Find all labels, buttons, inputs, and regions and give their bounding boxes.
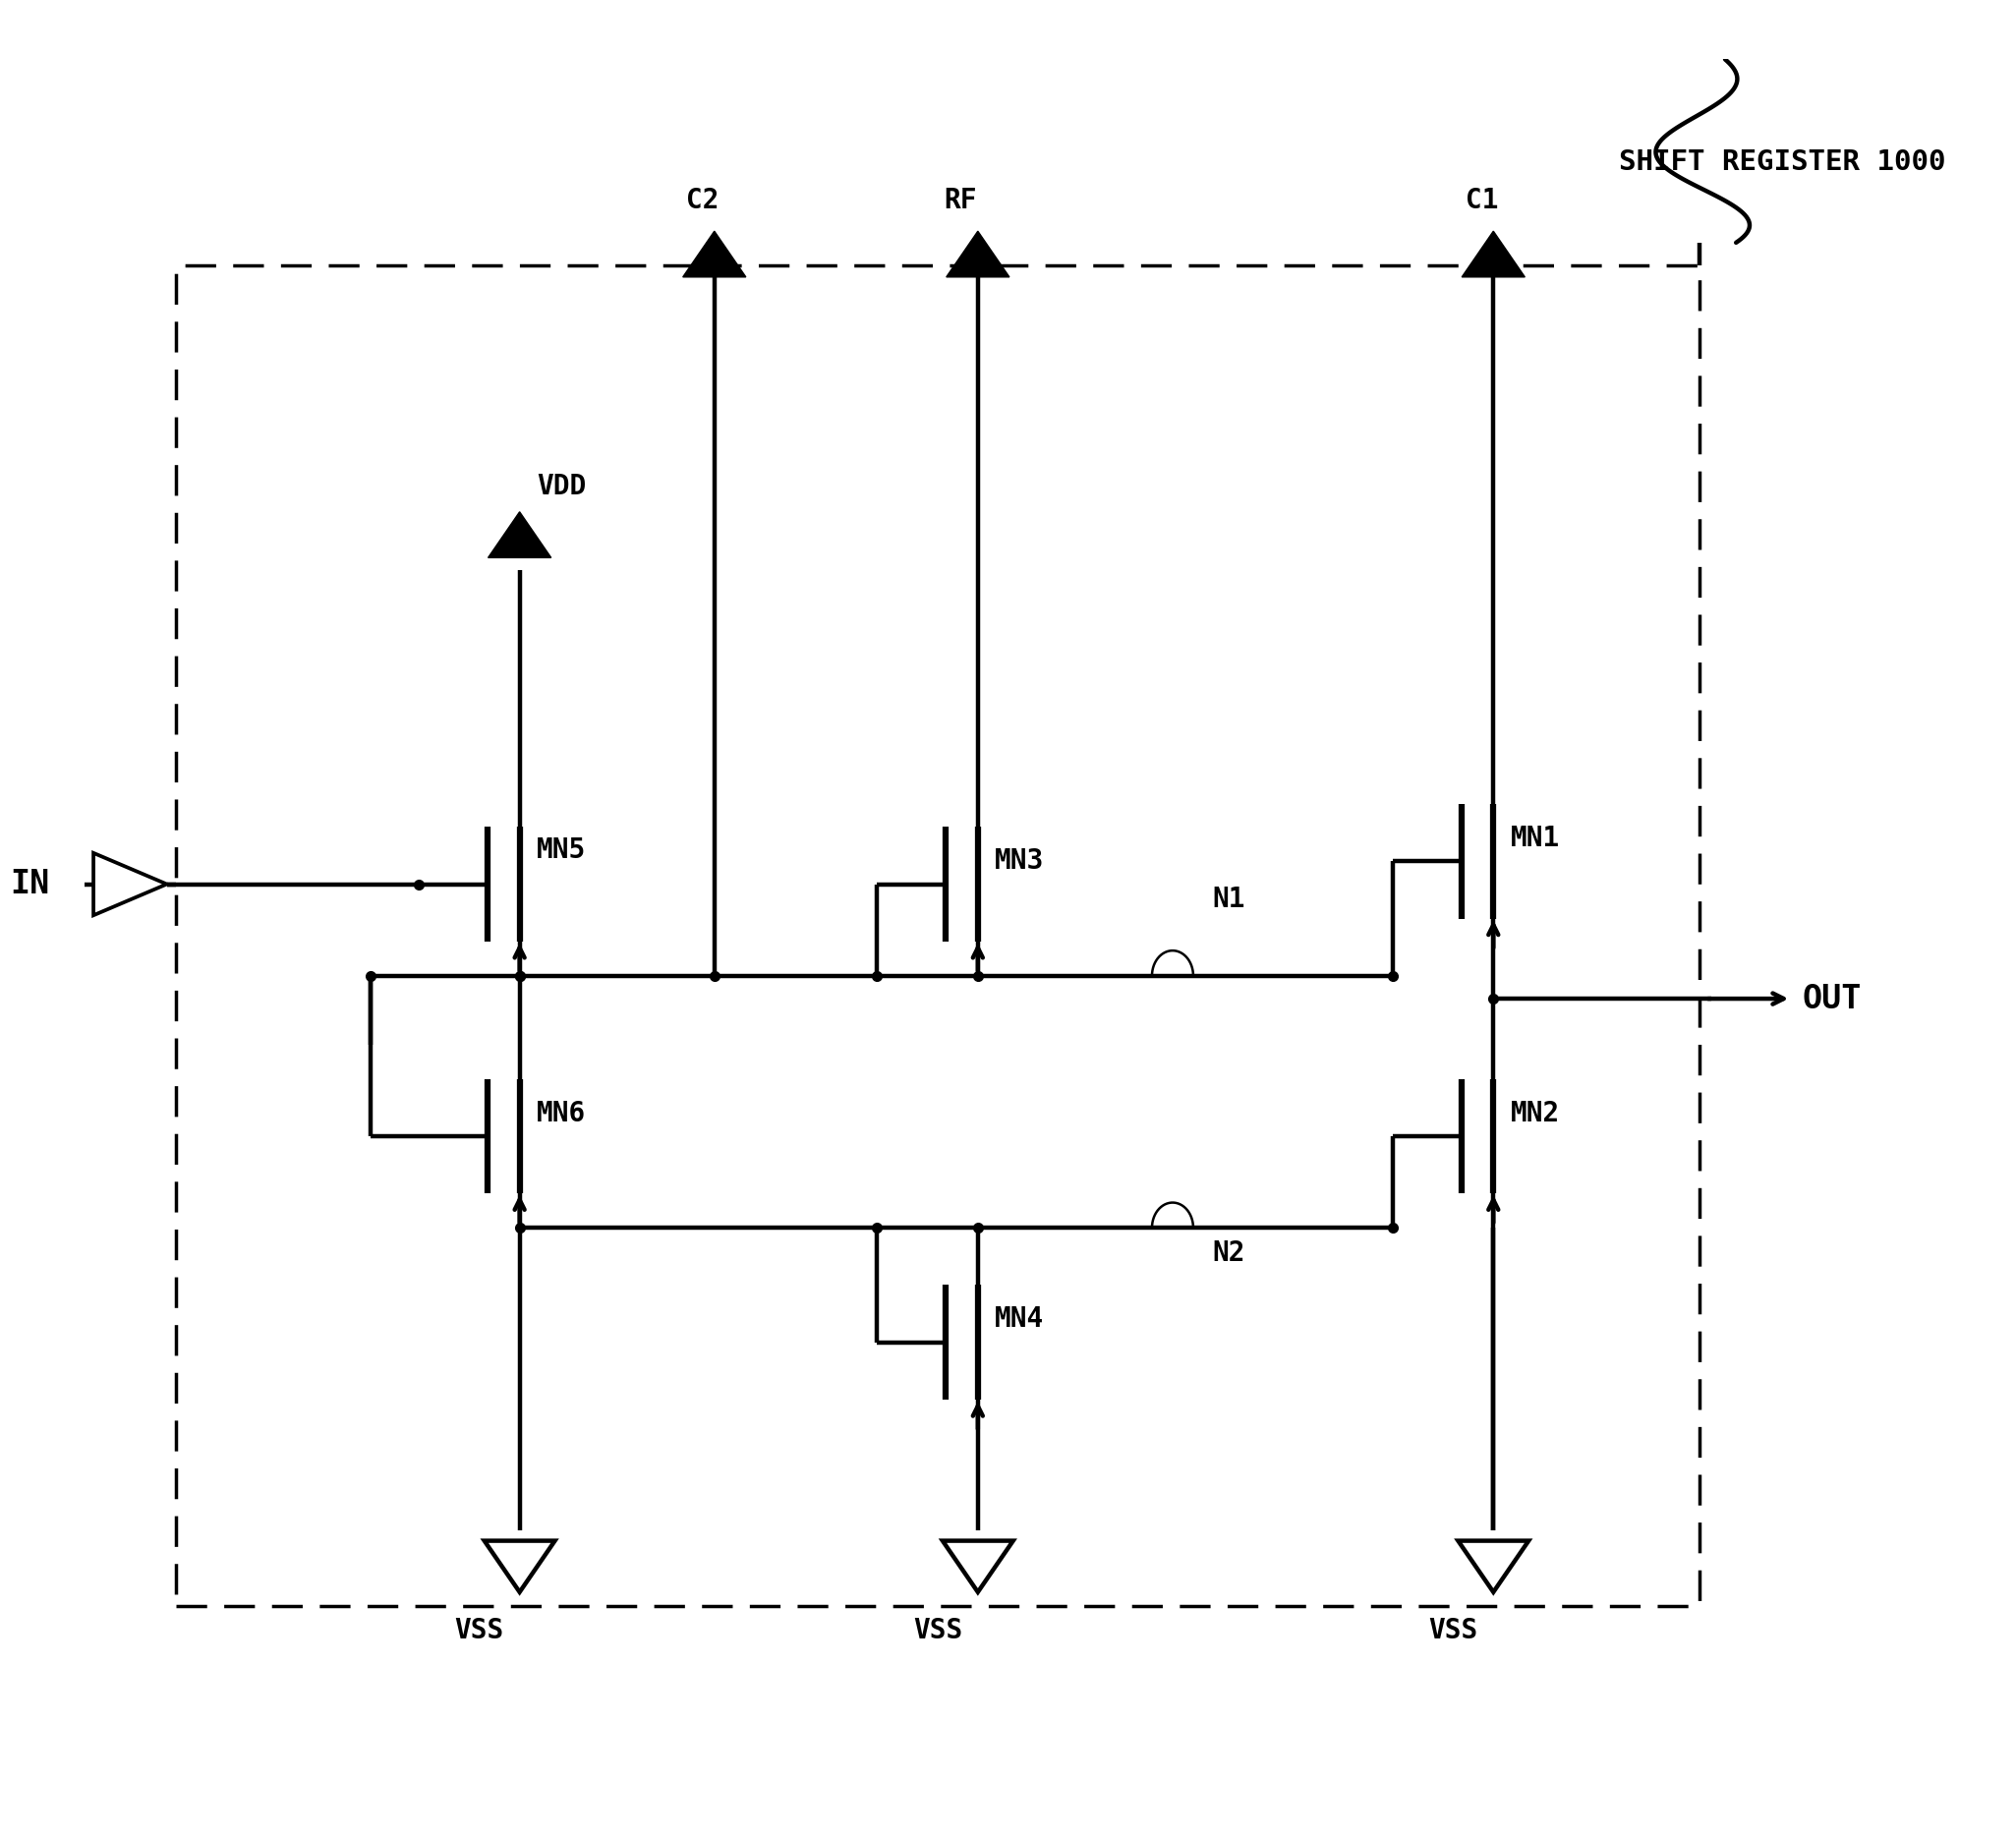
Text: C1: C1 — [1466, 187, 1498, 213]
Polygon shape — [683, 231, 746, 277]
Text: IN: IN — [10, 867, 48, 900]
Polygon shape — [1462, 231, 1524, 277]
Text: N1: N1 — [1214, 885, 1246, 913]
Text: OUT: OUT — [1802, 983, 1863, 1014]
Polygon shape — [946, 231, 1010, 277]
Text: MN5: MN5 — [536, 836, 587, 863]
Text: VSS: VSS — [456, 1617, 504, 1644]
Text: VSS: VSS — [913, 1617, 962, 1644]
Text: MN1: MN1 — [1510, 825, 1560, 852]
Text: C2: C2 — [685, 187, 720, 213]
Text: VDD: VDD — [536, 472, 587, 500]
Text: MN2: MN2 — [1510, 1100, 1560, 1128]
Text: VSS: VSS — [1429, 1617, 1478, 1644]
Bar — [175, 266, 1699, 1606]
Text: SHIFT REGISTER 1000: SHIFT REGISTER 1000 — [1619, 149, 1945, 176]
Text: MN4: MN4 — [996, 1306, 1044, 1334]
Polygon shape — [488, 513, 550, 558]
Text: N2: N2 — [1214, 1240, 1246, 1268]
Text: RF: RF — [943, 187, 978, 213]
Text: MN6: MN6 — [536, 1100, 587, 1128]
Text: MN3: MN3 — [996, 847, 1044, 874]
